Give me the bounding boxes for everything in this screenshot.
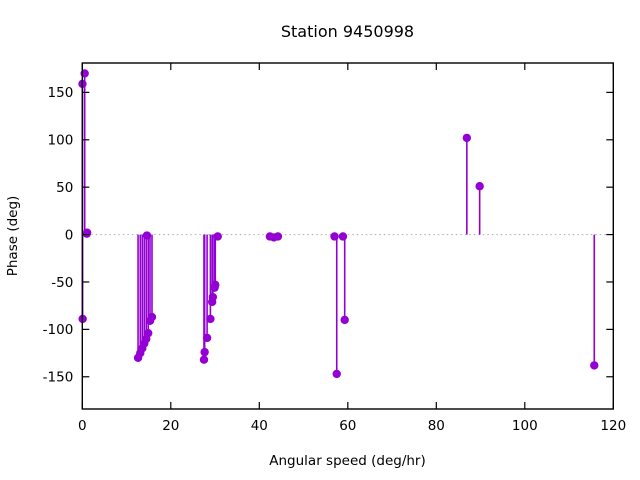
x-tick-label: 100 [512,418,538,434]
y-tick-label: -50 [51,275,73,291]
data-point [590,361,599,370]
x-tick-label: 80 [428,418,445,434]
x-tick-label: 0 [78,418,87,434]
y-tick-label: 100 [48,133,74,149]
data-point [142,231,152,240]
plot-border [81,62,615,410]
y-tick-label: 0 [65,227,74,243]
y-tick-label: -150 [43,370,74,386]
y-tick-label: 150 [48,85,74,101]
data-point [330,232,339,241]
x-tick-label: 60 [339,418,356,434]
data-point [200,347,209,357]
data-point [338,232,348,241]
y-tick-label: -100 [43,322,74,338]
data-point [273,232,283,241]
data-point [206,314,215,324]
x-tick-label: 120 [600,418,626,434]
x-tick-label: 40 [251,418,268,434]
data-point [82,228,92,237]
data-point [475,182,484,191]
data-point [202,333,212,343]
y-axis-label: Phase (deg) [5,196,21,277]
y-tick-label: 50 [56,180,73,196]
data-point [332,369,341,379]
data-point [462,133,472,143]
chart-title: Station 9450998 [281,22,414,41]
data-point [144,328,153,338]
data-point [147,312,157,322]
data-point [340,315,349,325]
data-point [208,292,218,302]
x-tick-label: 20 [162,418,179,434]
data-point [199,355,209,364]
data-point [213,232,222,241]
chart-content: 0 20 40 60 80 100 120 -150 -100 -50 0 50 100 150 [43,62,626,434]
data-point [211,280,220,290]
x-axis-label: Angular speed (deg/hr) [269,453,426,469]
